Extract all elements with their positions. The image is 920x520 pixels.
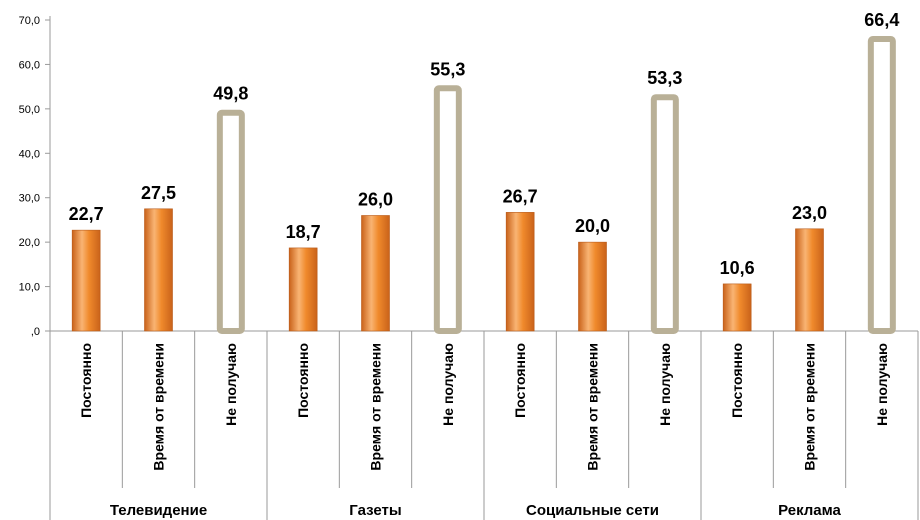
category-label-2-2: Не получаю — [657, 343, 673, 426]
category-label-3-0: Постоянно — [729, 343, 745, 418]
category-label-1-0: Постоянно — [295, 343, 311, 418]
category-label-0-1: Время от времени — [151, 343, 167, 471]
bar-2-1 — [578, 241, 607, 332]
data-label-2-0: 26,7 — [503, 186, 538, 206]
labels: 22,7 Постоянно 27,5 Время от времени 49,8 Не … — [69, 10, 900, 519]
data-label-0-2: 49,8 — [213, 84, 248, 104]
bar-1-1 — [361, 215, 390, 332]
y-tick-label: 50,0 — [19, 104, 40, 116]
category-label-0-2: Не получаю — [223, 343, 239, 426]
category-label-1-1: Время от времени — [368, 343, 384, 471]
data-label-0-0: 22,7 — [69, 204, 104, 224]
bar-0-2 — [216, 109, 245, 334]
bar-2-0 — [505, 212, 535, 332]
category-label-2-1: Время от времени — [585, 343, 601, 471]
bar-2-2 — [650, 94, 679, 335]
category-label-3-1: Время от времени — [802, 343, 818, 471]
bar-3-0 — [722, 283, 752, 332]
group-label-3: Реклама — [778, 502, 841, 519]
data-label-1-1: 26,0 — [358, 189, 393, 209]
data-label-1-2: 55,3 — [430, 59, 465, 79]
axes: ,0 10,0 20,0 30,0 40,0 50,0 60,0 70,0 — [19, 15, 919, 520]
data-label-3-2: 66,4 — [864, 10, 899, 30]
bar-0-0 — [71, 229, 101, 332]
category-label-1-2: Не получаю — [440, 343, 456, 426]
data-label-2-2: 53,3 — [647, 68, 682, 88]
group-label-1: Газеты — [349, 502, 401, 519]
data-label-1-0: 18,7 — [286, 222, 321, 242]
bar-1-0 — [288, 247, 318, 332]
group-label-2: Социальные сети — [526, 502, 659, 519]
y-tick-label: 70,0 — [19, 15, 40, 27]
data-label-3-1: 23,0 — [792, 203, 827, 223]
bar-0-1 — [144, 208, 173, 332]
y-tick-label: 10,0 — [19, 282, 40, 294]
group-label-0: Телевидение — [110, 502, 207, 519]
data-label-3-0: 10,6 — [720, 258, 755, 278]
data-label-0-1: 27,5 — [141, 183, 176, 203]
category-label-3-2: Не получаю — [874, 343, 890, 426]
y-tick-label: 40,0 — [19, 148, 40, 160]
bars — [71, 35, 896, 335]
category-label-2-0: Постоянно — [512, 343, 528, 418]
y-tick-label: ,0 — [31, 326, 40, 338]
data-label-2-1: 20,0 — [575, 216, 610, 236]
y-tick-label: 60,0 — [19, 59, 40, 71]
y-tick-label: 30,0 — [19, 193, 40, 205]
bar-1-2 — [433, 85, 462, 334]
bar-3-2 — [867, 35, 896, 334]
bar-3-1 — [795, 228, 824, 332]
category-label-0-0: Постоянно — [78, 343, 94, 418]
y-tick-label: 20,0 — [19, 237, 40, 249]
